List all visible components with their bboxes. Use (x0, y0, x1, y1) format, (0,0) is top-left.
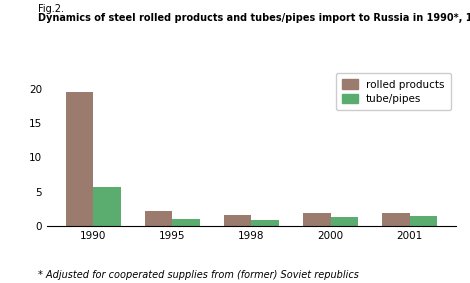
Bar (251, 220, 279, 226)
Text: Fig.2.: Fig.2. (38, 4, 63, 14)
Bar (330, 217, 358, 226)
Bar (172, 219, 200, 226)
Legend: rolled products, tube/pipes: rolled products, tube/pipes (336, 73, 451, 110)
Bar (303, 213, 330, 226)
Bar (93, 187, 121, 226)
Text: Dynamics of steel rolled products and tubes/pipes import to Russia in 1990*, 199: Dynamics of steel rolled products and tu… (38, 13, 470, 23)
Bar (145, 211, 172, 226)
Bar (66, 92, 93, 226)
Bar (410, 216, 437, 226)
Text: * Adjusted for cooperated supplies from (former) Soviet republics: * Adjusted for cooperated supplies from … (38, 270, 359, 280)
Bar (382, 213, 410, 226)
Bar (224, 215, 251, 226)
